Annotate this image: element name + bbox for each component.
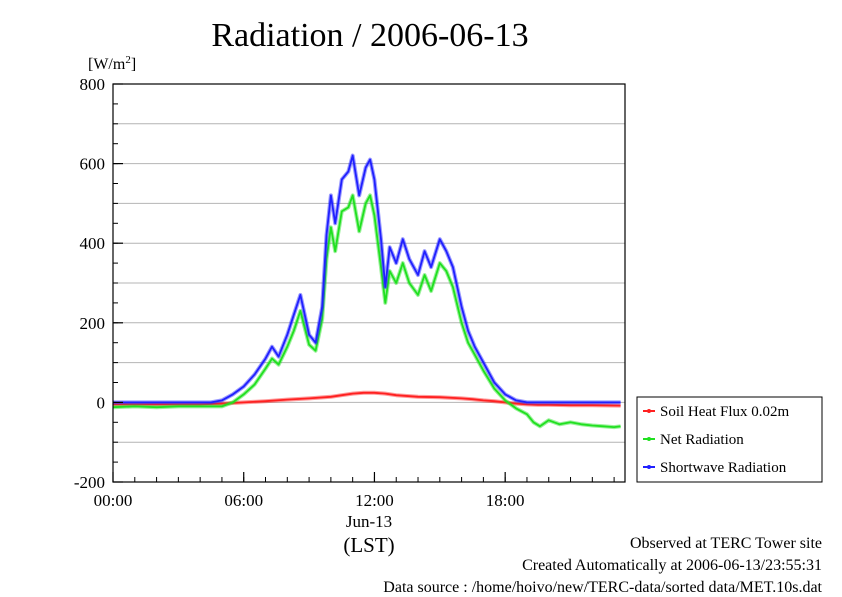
legend-marker-1 bbox=[647, 437, 651, 441]
tick-label-y: 200 bbox=[80, 314, 106, 333]
x-axis: 00:00 06:00 12:00 18:00 bbox=[94, 472, 525, 510]
y-axis: -200 0 200 400 600 800 bbox=[74, 75, 123, 492]
legend-label-2: Shortwave Radiation bbox=[660, 460, 787, 476]
legend-label-0: Soil Heat Flux 0.02m bbox=[660, 404, 790, 420]
y-axis-unit-superscript: 2 bbox=[125, 54, 131, 66]
plot-frame bbox=[112, 83, 626, 483]
chart-title: Radiation / 2006-06-13 bbox=[211, 17, 528, 54]
footer-created-time: Created Automatically at 2006-06-13/23:5… bbox=[522, 557, 822, 574]
tick-label-y: 600 bbox=[80, 155, 106, 174]
tick-label-x: 18:00 bbox=[486, 491, 525, 510]
tick-label-x: 12:00 bbox=[355, 491, 394, 510]
tick-label-y: 0 bbox=[97, 393, 106, 412]
series-band-2 bbox=[113, 153, 621, 405]
tick-label-y: 400 bbox=[80, 234, 106, 253]
y-axis-unit-label: [W/m2] bbox=[88, 54, 136, 73]
legend: Soil Heat Flux 0.02m Net Radiation Shortwa… bbox=[636, 396, 823, 483]
series-line-0 bbox=[113, 391, 621, 407]
y-axis-unit-prefix: [W/m bbox=[88, 56, 126, 73]
footer-data-source: Data source : /home/hoivo/new/TERC-data/… bbox=[383, 579, 822, 596]
x-axis-timezone-label: (LST) bbox=[343, 533, 394, 557]
legend-marker-2 bbox=[647, 465, 651, 469]
tick-label-x: 06:00 bbox=[224, 491, 263, 510]
tick-label-y: -200 bbox=[74, 473, 105, 492]
legend-label-1: Net Radiation bbox=[660, 432, 744, 448]
footer-observed-site: Observed at TERC Tower site bbox=[629, 535, 822, 552]
x-axis-date-label: Jun-13 bbox=[346, 512, 392, 531]
y-axis-unit-suffix: ] bbox=[131, 56, 136, 73]
legend-items: Soil Heat Flux 0.02m Net Radiation Shortwa… bbox=[643, 404, 790, 476]
legend-marker-0 bbox=[647, 409, 651, 413]
series-line-2 bbox=[113, 154, 621, 404]
series-layer bbox=[112, 153, 621, 430]
tick-label-x: 00:00 bbox=[94, 491, 133, 510]
tick-label-y: 800 bbox=[80, 75, 106, 94]
series-line-1 bbox=[112, 194, 621, 429]
legend-box bbox=[636, 396, 823, 483]
